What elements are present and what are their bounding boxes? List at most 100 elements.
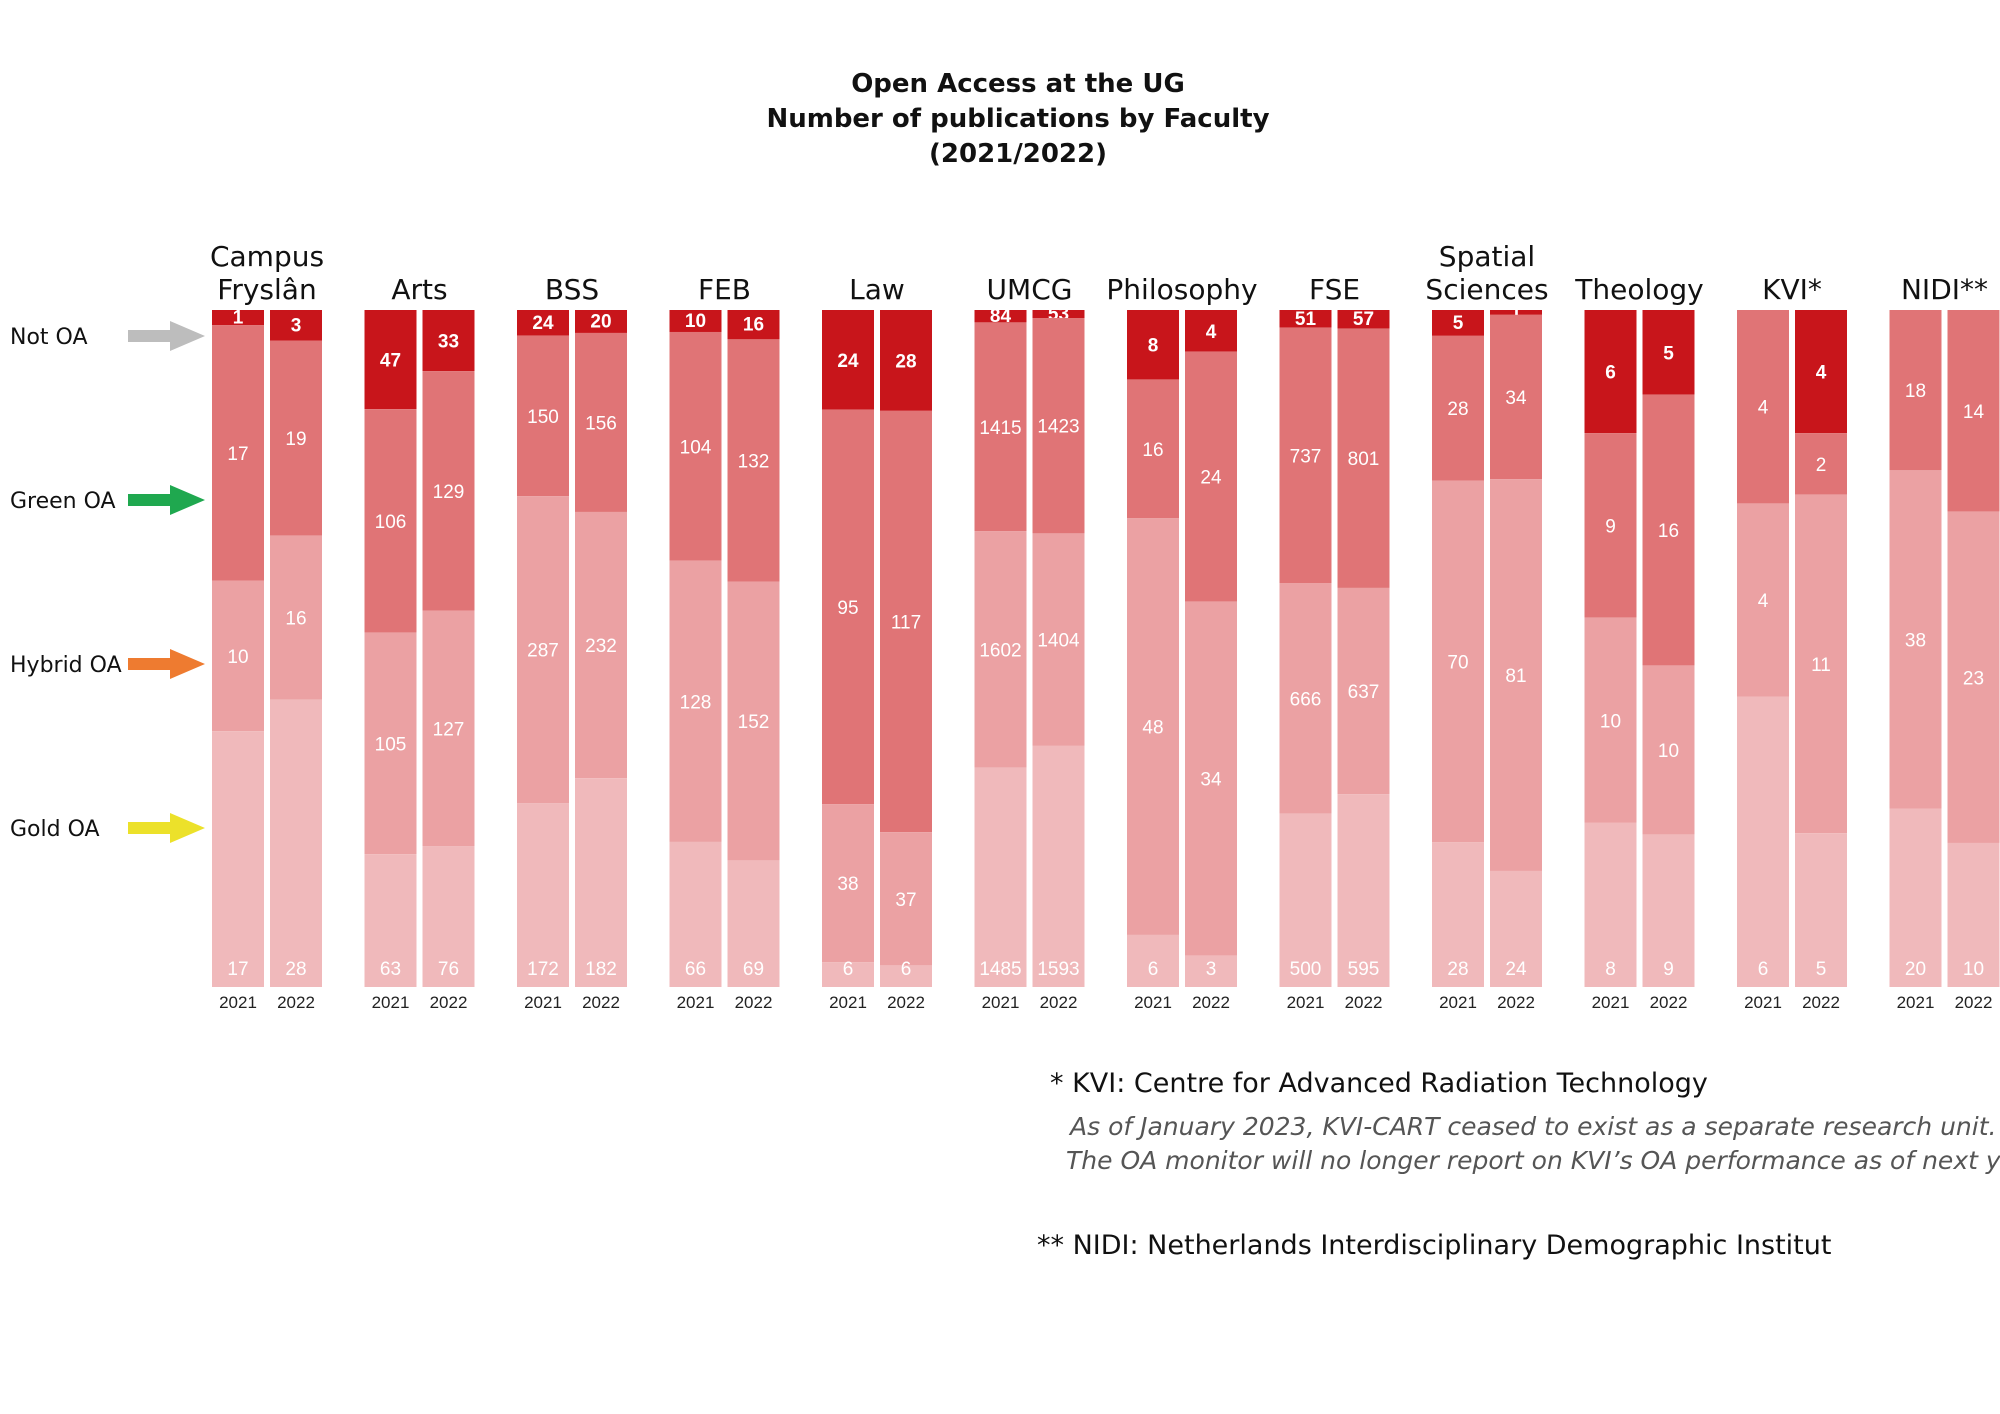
bar-umcg-2022-hybrid [1032, 533, 1085, 746]
bar-umcg-2021-green [974, 322, 1027, 532]
faculty-label-umcg: UMCG [987, 273, 1073, 306]
bar-arts-2021-hybrid [364, 632, 417, 855]
note-kvi-detail-1: As of January 2023, KVI-CART ceased to e… [1070, 1112, 1997, 1141]
legend-arrow-green-oa [128, 485, 205, 515]
value-label-fse-2021-hybrid: 666 [1290, 689, 1322, 710]
value-label-philosophy-2022-gold: 3 [1206, 959, 1217, 980]
value-label-nidi-2022-hybrid: 23 [1963, 668, 1984, 689]
value-label-theology-2021-gold: 8 [1605, 959, 1616, 980]
bar-arts-2022-gold [422, 846, 475, 987]
bar-feb-2021-hybrid [669, 560, 722, 842]
year-label-nidi-2022: 2022 [1955, 993, 1993, 1012]
faculty-label-nidi: NIDI** [1901, 273, 1988, 306]
legend-label-green-oa: Green OA [10, 489, 116, 514]
bar-philosophy-2021-gold [1127, 934, 1179, 987]
value-label-spatial-sciences-2021-not-oa: 5 [1453, 313, 1464, 334]
bar-feb-2021-not-oa [669, 310, 722, 332]
bar-theology-2022-hybrid [1642, 665, 1695, 835]
faculty-label-spatial-sciences-2: Sciences [1425, 273, 1548, 306]
value-label-spatial-sciences-2022-not-oa: 1 [1511, 302, 1522, 323]
bar-theology-2021-gold [1584, 822, 1637, 987]
bar-law-2021-not-oa [822, 310, 874, 410]
bar-theology-2022-gold [1642, 834, 1695, 987]
value-label-philosophy-2021-gold: 6 [1148, 959, 1159, 980]
year-label-fse-2022: 2022 [1345, 993, 1383, 1012]
bar-spatial-sciences-2022-hybrid [1490, 479, 1542, 871]
year-label-law-2021: 2021 [829, 993, 867, 1012]
value-label-law-2022-green: 117 [891, 612, 921, 633]
faculty-label-kvi: KVI* [1762, 273, 1822, 306]
bar-feb-2021-green [669, 331, 722, 561]
value-label-campus-frysl-n-2022-hybrid: 16 [285, 609, 306, 630]
value-label-philosophy-2021-not-oa: 8 [1148, 336, 1159, 357]
year-label-nidi-2021: 2021 [1897, 993, 1935, 1012]
chart-title-line-2: Number of publications by Faculty [766, 104, 1270, 134]
value-label-law-2022-gold: 6 [901, 959, 912, 980]
bar-feb-2021-gold [669, 841, 722, 987]
bar-fse-2022-green [1337, 328, 1390, 588]
bar-spatial-sciences-2021-not-oa [1432, 310, 1484, 336]
value-label-bss-2022-hybrid: 232 [585, 636, 617, 657]
bar-campus-frysl-n-2021-green [212, 325, 264, 581]
bar-nidi-2022-hybrid [1947, 511, 2000, 843]
value-label-bss-2021-green: 150 [527, 407, 559, 428]
bar-feb-2022-hybrid [727, 581, 780, 861]
bar-umcg-2021-gold [974, 767, 1027, 987]
value-label-kvi-2022-green: 2 [1816, 455, 1827, 476]
bar-spatial-sciences-2021-hybrid [1432, 480, 1484, 843]
value-label-nidi-2022-gold: 10 [1963, 959, 1984, 980]
value-label-spatial-sciences-2022-green: 34 [1505, 388, 1527, 409]
year-label-umcg-2021: 2021 [982, 993, 1020, 1012]
note-nidi: ** NIDI: Netherlands Interdisciplinary D… [1037, 1230, 1832, 1261]
value-label-campus-frysl-n-2022-not-oa: 3 [291, 315, 302, 336]
value-label-philosophy-2021-green: 16 [1142, 440, 1163, 461]
bar-law-2021-hybrid [822, 804, 874, 963]
bar-feb-2022-gold [727, 860, 780, 987]
year-label-campus-frysl-n-2022: 2022 [277, 993, 315, 1012]
bar-umcg-2022-not-oa [1032, 310, 1085, 319]
value-label-law-2021-not-oa: 24 [837, 351, 859, 372]
bar-fse-2022-hybrid [1337, 587, 1390, 795]
value-label-feb-2022-gold: 69 [743, 959, 764, 980]
bar-campus-frysl-n-2022-green [270, 340, 322, 536]
note-kvi-detail-2: The OA monitor will no longer report on … [1066, 1146, 2000, 1175]
value-label-umcg-2021-hybrid: 1602 [979, 641, 1021, 662]
year-label-law-2022: 2022 [887, 993, 925, 1012]
bar-law-2022-hybrid [880, 832, 932, 966]
bar-bss-2021-hybrid [517, 496, 569, 804]
bar-kvi-2022-gold [1795, 833, 1847, 987]
faculty-label-campus-frysl-n-1: Campus [210, 240, 324, 273]
value-label-arts-2022-gold: 76 [438, 959, 459, 980]
value-label-arts-2022-hybrid: 127 [433, 719, 465, 740]
bar-arts-2022-green [422, 371, 475, 611]
year-label-bss-2022: 2022 [582, 993, 620, 1012]
faculty-label-bss: BSS [545, 273, 599, 306]
value-label-law-2021-hybrid: 38 [837, 874, 858, 895]
bar-philosophy-2021-not-oa [1127, 310, 1179, 380]
value-label-umcg-2021-gold: 1485 [979, 959, 1021, 980]
value-label-kvi-2021-hybrid: 4 [1758, 591, 1769, 612]
value-label-theology-2022-hybrid: 10 [1658, 741, 1679, 762]
value-label-fse-2022-not-oa: 57 [1353, 309, 1374, 330]
bar-fse-2022-not-oa [1337, 310, 1390, 329]
value-label-arts-2022-not-oa: 33 [438, 332, 459, 353]
bar-campus-frysl-n-2022-not-oa [270, 310, 322, 341]
bar-philosophy-2022-not-oa [1185, 310, 1237, 352]
bar-spatial-sciences-2022-gold [1490, 870, 1542, 987]
value-label-feb-2021-hybrid: 128 [680, 692, 712, 713]
value-label-fse-2021-green: 737 [1290, 446, 1322, 467]
bar-spatial-sciences-2021-green [1432, 335, 1484, 481]
bar-umcg-2021-hybrid [974, 531, 1027, 768]
bar-campus-frysl-n-2022-gold [270, 699, 322, 987]
value-label-umcg-2022-gold: 1593 [1037, 959, 1079, 980]
bar-philosophy-2022-hybrid [1185, 601, 1237, 956]
value-label-feb-2022-hybrid: 152 [738, 712, 770, 733]
value-label-philosophy-2022-green: 24 [1200, 468, 1222, 489]
bar-umcg-2022-gold [1032, 745, 1085, 987]
bar-philosophy-2021-green [1127, 379, 1179, 519]
bar-kvi-2022-hybrid [1795, 494, 1847, 834]
year-label-philosophy-2021: 2021 [1134, 993, 1172, 1012]
faculty-label-arts: Arts [391, 273, 447, 306]
value-label-kvi-2021-green: 4 [1758, 398, 1769, 419]
year-label-feb-2021: 2021 [677, 993, 715, 1012]
